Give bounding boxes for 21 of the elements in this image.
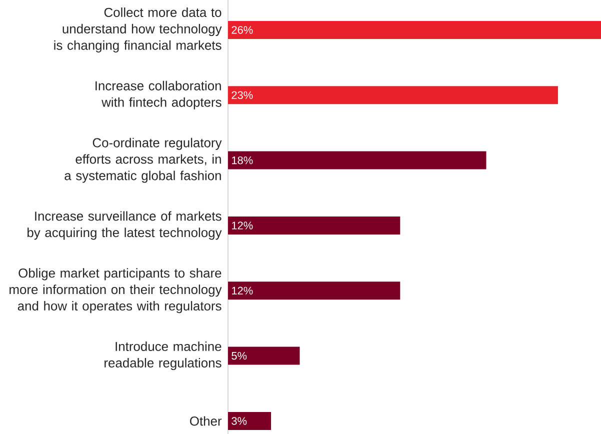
bar: [228, 282, 400, 300]
data-label: 12%: [232, 222, 253, 230]
y-tick-label: Collect more data to understand how technology is changing financial markets: [54, 7, 222, 52]
bar: [228, 20, 601, 39]
bar: [228, 216, 400, 234]
y-tick-label: Co-ordinate regulatory efforts across markets, in a systematic global fashion: [64, 138, 222, 183]
data-label: 5%: [232, 352, 247, 360]
bar: [228, 86, 558, 104]
y-tick-label: Introduce machine readable regulations: [104, 342, 222, 370]
data-label: 18%: [232, 156, 253, 164]
bar: [228, 412, 272, 430]
data-label: 3%: [232, 417, 247, 425]
bar: [228, 151, 486, 170]
y-tick-label: Other: [190, 416, 222, 426]
data-label: 26%: [232, 26, 253, 34]
data-label: 12%: [232, 286, 253, 294]
y-tick-label: Increase surveillance of markets by acquiring the latest technology: [28, 211, 222, 240]
y-tick-label: Oblige market participants to share more information on their technology and how it operates with regulators: [10, 268, 222, 314]
bar: [228, 346, 300, 365]
data-label: 23%: [232, 91, 253, 100]
y-tick-label: Increase collaboration with fintech adopters: [96, 80, 222, 110]
